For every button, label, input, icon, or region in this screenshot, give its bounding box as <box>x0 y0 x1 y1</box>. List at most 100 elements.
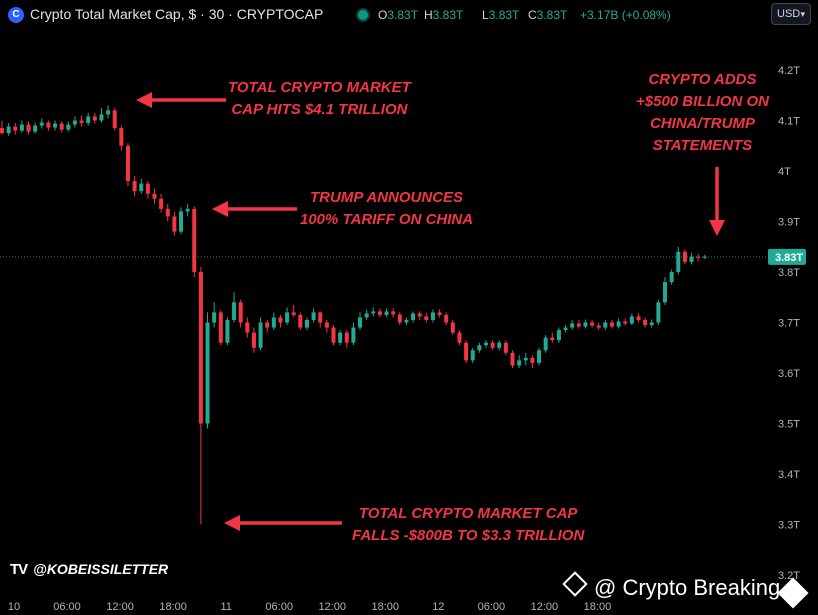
ohlc-low: L3.83T <box>482 8 520 22</box>
symbol-title[interactable]: Crypto Total Market Cap, $ · 30 · CRYPTO… <box>30 6 324 22</box>
candle <box>576 319 581 329</box>
x-tick-label: 12:00 <box>318 601 346 613</box>
candle-body <box>152 193 157 199</box>
candle-body <box>298 314 303 328</box>
candle-body <box>444 314 449 323</box>
candle <box>444 312 449 326</box>
candle-body <box>377 311 382 315</box>
candle-body <box>46 122 51 128</box>
candle-body <box>198 272 203 424</box>
candle-body <box>669 272 674 283</box>
candle <box>470 347 475 363</box>
candle-body <box>165 208 170 217</box>
currency-select[interactable]: USD ▾ <box>771 3 811 25</box>
candle-body <box>523 357 528 361</box>
candle-body <box>576 323 581 327</box>
candle-body <box>649 322 654 326</box>
candle <box>590 319 595 328</box>
candle <box>172 211 177 236</box>
candle-body <box>265 322 270 328</box>
candle <box>643 317 648 328</box>
candle-body <box>616 321 621 327</box>
candle <box>583 319 588 329</box>
candle <box>358 312 363 331</box>
candle <box>245 317 250 338</box>
candle <box>13 123 18 135</box>
arrow-fall <box>224 515 342 531</box>
candle <box>198 266 203 525</box>
ohlc-open: O3.83T <box>378 8 419 22</box>
candle-body <box>596 325 601 328</box>
candle <box>477 342 482 353</box>
candle <box>649 319 654 328</box>
candle <box>86 112 91 126</box>
y-tick-label: 3.3T <box>778 520 800 532</box>
candle-body <box>145 183 150 194</box>
arrow-head <box>212 201 228 217</box>
candle-body <box>351 327 356 343</box>
x-tick-label: 06:00 <box>265 601 293 613</box>
candle-body <box>457 332 462 343</box>
candle-body <box>517 360 522 366</box>
candle <box>669 269 674 285</box>
y-tick-label: 4.2T <box>778 65 800 77</box>
candle-body <box>623 321 628 324</box>
candle <box>391 308 396 318</box>
y-axis: 3.2T3.3T3.4T3.5T3.6T3.7T3.8T3.9T4T4.1T4.… <box>768 65 806 582</box>
candle <box>265 319 270 333</box>
x-tick-label: 11 <box>220 601 231 613</box>
candle <box>304 317 309 331</box>
candle <box>6 123 11 136</box>
candle-body <box>139 183 144 192</box>
ohlc-close: C3.83T <box>528 8 568 22</box>
candle-body <box>318 312 323 323</box>
candle <box>92 112 97 124</box>
candle-body <box>530 357 535 363</box>
candle-body <box>119 128 124 146</box>
candle-body <box>411 313 416 320</box>
candle-body <box>338 332 343 343</box>
candle-body <box>583 322 588 327</box>
candle <box>291 304 296 318</box>
cryptocap-logo-icon: C <box>8 7 24 23</box>
candle <box>689 252 694 265</box>
candle <box>185 203 190 217</box>
candle <box>218 309 223 346</box>
candle <box>696 253 701 261</box>
candle-body <box>696 256 701 258</box>
candle <box>556 327 561 343</box>
candle-body <box>417 313 422 317</box>
candle <box>26 121 31 135</box>
candle <box>596 322 601 331</box>
candle <box>318 311 323 328</box>
candle-body <box>656 302 661 323</box>
candle-body <box>92 116 97 121</box>
candle-body <box>112 110 117 129</box>
candle <box>702 254 707 259</box>
candle-body <box>663 282 667 303</box>
candle-body <box>99 114 104 121</box>
candle <box>537 347 542 366</box>
candle <box>79 115 84 127</box>
candle <box>404 317 409 326</box>
candle <box>179 207 184 235</box>
y-tick-label: 3.8T <box>778 267 800 279</box>
y-tick-label: 4.1T <box>778 116 800 128</box>
candle-body <box>311 312 316 320</box>
candle <box>145 181 150 199</box>
candle <box>450 319 455 336</box>
candle <box>106 105 111 119</box>
arrow-head <box>709 220 725 236</box>
candle-body <box>556 330 561 341</box>
candle-body <box>510 352 515 366</box>
candle <box>119 125 124 151</box>
candle <box>205 312 210 429</box>
candle-body <box>125 145 130 182</box>
candle-body <box>364 313 369 318</box>
candle-body <box>245 322 250 333</box>
candle-body <box>590 322 595 326</box>
candle-body <box>503 342 508 353</box>
candle-body <box>689 256 694 262</box>
candle-body <box>470 350 475 361</box>
